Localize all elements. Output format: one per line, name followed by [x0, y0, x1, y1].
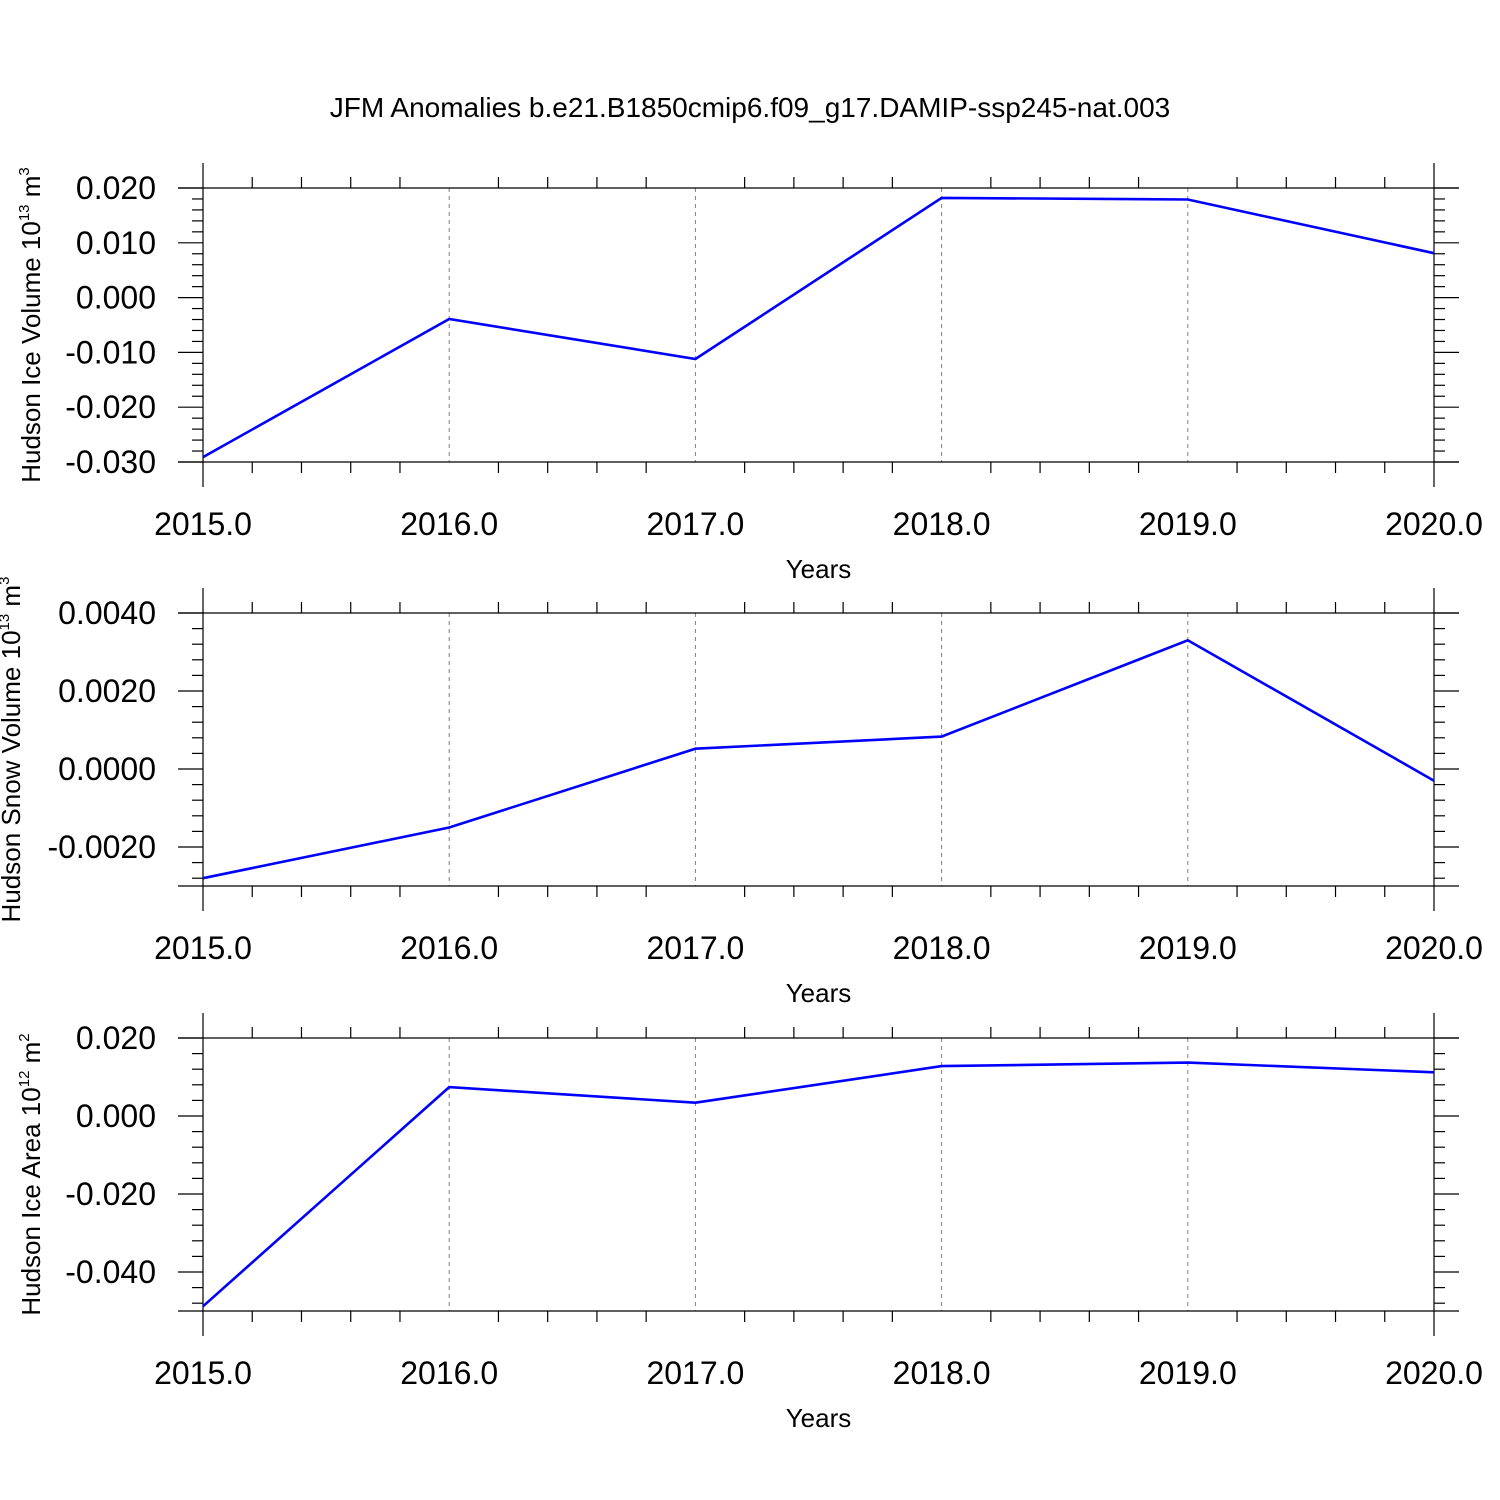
y-axis-title-part: Hudson Ice Volume 10 — [16, 221, 46, 483]
y-axis-title: Hudson Snow Volume 1013 m3 — [0, 577, 26, 923]
x-tick-label: 2020.0 — [1385, 1355, 1483, 1391]
y-axis-title-part: Hudson Ice Area 10 — [16, 1087, 46, 1315]
y-axis-title: Hudson Ice Area 1012 m2 — [16, 1033, 46, 1315]
y-axis-title-superscript: 3 — [16, 167, 33, 175]
y-axis-title-part: m — [0, 585, 26, 614]
x-axis-title: Years — [786, 1403, 852, 1433]
series-line — [202, 1061, 1435, 1308]
x-tick-label: 2019.0 — [1139, 506, 1237, 542]
x-tick-label: 2018.0 — [893, 1355, 991, 1391]
y-tick-label: 0.020 — [76, 170, 156, 206]
x-tick-label: 2019.0 — [1139, 1355, 1237, 1391]
x-tick-label: 2019.0 — [1139, 930, 1237, 966]
y-tick-label: 0.000 — [76, 1098, 156, 1134]
y-axis-title-part: m — [16, 1042, 46, 1071]
y-axis-title-part: m — [16, 176, 46, 205]
figure-title: JFM Anomalies b.e21.B1850cmip6.f09_g17.D… — [330, 92, 1170, 123]
x-tick-label: 2020.0 — [1385, 506, 1483, 542]
y-tick-label: -0.030 — [65, 444, 156, 480]
x-tick-label: 2015.0 — [154, 930, 252, 966]
x-axis-title: Years — [786, 978, 852, 1008]
y-axis-title-superscript: 2 — [16, 1033, 33, 1041]
x-tick-label: 2016.0 — [400, 1355, 498, 1391]
y-tick-label: 0.0020 — [58, 673, 156, 709]
x-tick-label: 2015.0 — [154, 1355, 252, 1391]
chart-panel-1: 2015.0 2016.0 2017.0 2018.0 2019.0 2020.0 -0.0… — [16, 163, 1483, 584]
y-tick-label: -0.0020 — [47, 829, 156, 865]
series-line — [202, 196, 1435, 459]
y-axis-title: Hudson Ice Volume 1013 m3 — [16, 167, 46, 483]
series-line — [202, 638, 1435, 880]
x-tick-label: 2017.0 — [646, 1355, 744, 1391]
y-tick-label: 0.010 — [76, 225, 156, 261]
y-tick-label: -0.020 — [65, 389, 156, 425]
chart-panel-3: 2015.0 2016.0 2017.0 2018.0 2019.0 2020.0 -0.0… — [16, 1013, 1483, 1433]
y-tick-label: 0.0040 — [58, 595, 156, 631]
y-tick-label: -0.010 — [65, 334, 156, 370]
y-tick-label: -0.020 — [65, 1176, 156, 1212]
y-tick-label: -0.040 — [65, 1254, 156, 1290]
y-tick-label: 0.000 — [76, 280, 156, 316]
panels: 2015.0 2016.0 2017.0 2018.0 2019.0 2020.0 -0.0… — [0, 163, 1483, 1433]
y-tick-label: 0.020 — [76, 1020, 156, 1056]
y-axis-title-superscript: 13 — [0, 614, 13, 631]
chart-panel-2: 2015.0 2016.0 2017.0 2018.0 2019.0 2020.0 -0.0… — [0, 577, 1483, 1008]
x-tick-label: 2016.0 — [400, 930, 498, 966]
y-axis-title-superscript: 13 — [16, 204, 33, 221]
x-tick-label: 2015.0 — [154, 506, 252, 542]
x-tick-label: 2020.0 — [1385, 930, 1483, 966]
y-axis-title-superscript: 3 — [0, 577, 13, 585]
x-tick-label: 2018.0 — [893, 930, 991, 966]
x-tick-label: 2016.0 — [400, 506, 498, 542]
x-tick-label: 2018.0 — [893, 506, 991, 542]
x-tick-label: 2017.0 — [646, 930, 744, 966]
y-axis-title-part: Hudson Snow Volume 10 — [0, 630, 26, 922]
x-tick-label: 2017.0 — [646, 506, 744, 542]
x-axis-title: Years — [786, 554, 852, 584]
y-axis-title-superscript: 12 — [16, 1071, 33, 1088]
y-tick-label: 0.0000 — [58, 751, 156, 787]
